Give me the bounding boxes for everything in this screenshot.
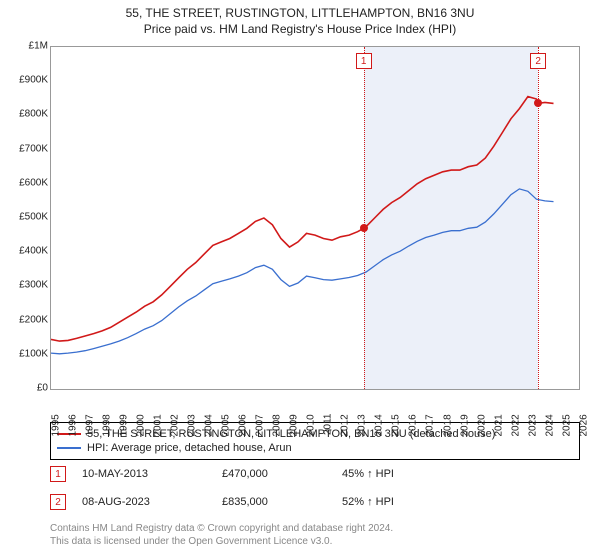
x-tick-label: 2005	[220, 414, 231, 436]
sale-price: £470,000	[222, 468, 342, 480]
x-tick-label: 2006	[237, 414, 248, 436]
x-tick-label: 2026	[578, 414, 589, 436]
y-tick-label: £0	[4, 383, 48, 394]
x-tick-label: 2002	[169, 414, 180, 436]
marker-line	[538, 47, 539, 389]
x-tick-label: 2009	[288, 414, 299, 436]
footer-line1: Contains HM Land Registry data © Crown c…	[50, 522, 393, 535]
x-tick-label: 2007	[254, 414, 265, 436]
sale-row: 1 10-MAY-2013 £470,000 45% ↑ HPI	[50, 466, 580, 482]
chart-container: 55, THE STREET, RUSTINGTON, LITTLEHAMPTO…	[0, 0, 600, 560]
y-tick-label: £700K	[4, 143, 48, 154]
x-tick-label: 2011	[323, 414, 334, 436]
y-tick-label: £400K	[4, 246, 48, 257]
x-tick-label: 2013	[357, 414, 368, 436]
x-tick-label: 2008	[271, 414, 282, 436]
x-tick-label: 1996	[67, 414, 78, 436]
x-tick-label: 1999	[118, 414, 129, 436]
x-tick-label: 2012	[340, 414, 351, 436]
sale-price: £835,000	[222, 496, 342, 508]
marker-line	[364, 47, 365, 389]
x-tick-label: 2016	[408, 414, 419, 436]
x-tick-label: 1998	[101, 414, 112, 436]
plot-area: 12	[50, 46, 580, 390]
sale-date: 10-MAY-2013	[82, 468, 222, 480]
sale-pct: 45% ↑ HPI	[342, 468, 442, 480]
sale-badge: 1	[50, 466, 66, 482]
x-tick-label: 2020	[476, 414, 487, 436]
x-tick-label: 2010	[305, 414, 316, 436]
legend-swatch	[57, 447, 81, 449]
series-property	[51, 97, 554, 342]
marker-dot	[360, 224, 368, 232]
x-tick-label: 2017	[425, 414, 436, 436]
y-tick-label: £1M	[4, 41, 48, 52]
series-hpi	[51, 189, 554, 354]
legend-item: HPI: Average price, detached house, Arun	[57, 441, 573, 455]
chart-title-line2: Price paid vs. HM Land Registry's House …	[0, 22, 600, 36]
y-tick-label: £100K	[4, 348, 48, 359]
sale-date: 08-AUG-2023	[82, 496, 222, 508]
title-block: 55, THE STREET, RUSTINGTON, LITTLEHAMPTO…	[0, 0, 600, 36]
x-tick-label: 2021	[493, 414, 504, 436]
sale-badge: 2	[50, 494, 66, 510]
x-tick-label: 2014	[374, 414, 385, 436]
chart-title-line1: 55, THE STREET, RUSTINGTON, LITTLEHAMPTO…	[0, 6, 600, 20]
marker-dot	[534, 99, 542, 107]
y-tick-label: £600K	[4, 177, 48, 188]
x-tick-label: 1995	[50, 414, 61, 436]
x-tick-label: 2025	[561, 414, 572, 436]
y-tick-label: £200K	[4, 314, 48, 325]
x-tick-label: 2023	[527, 414, 538, 436]
x-tick-label: 2004	[203, 414, 214, 436]
footer: Contains HM Land Registry data © Crown c…	[50, 522, 393, 548]
marker-badge: 1	[356, 53, 372, 69]
y-tick-label: £800K	[4, 109, 48, 120]
legend-label: HPI: Average price, detached house, Arun	[87, 442, 292, 454]
x-tick-label: 2022	[510, 414, 521, 436]
y-tick-label: £300K	[4, 280, 48, 291]
sale-pct: 52% ↑ HPI	[342, 496, 442, 508]
x-tick-label: 2001	[152, 414, 163, 436]
x-tick-label: 1997	[84, 414, 95, 436]
x-tick-label: 2024	[544, 414, 555, 436]
y-tick-label: £900K	[4, 75, 48, 86]
y-tick-label: £500K	[4, 212, 48, 223]
sale-row: 2 08-AUG-2023 £835,000 52% ↑ HPI	[50, 494, 580, 510]
plot-svg	[51, 47, 579, 389]
x-tick-label: 2003	[186, 414, 197, 436]
x-tick-label: 2019	[459, 414, 470, 436]
x-tick-label: 2000	[135, 414, 146, 436]
x-tick-label: 2018	[442, 414, 453, 436]
marker-badge: 2	[530, 53, 546, 69]
footer-line2: This data is licensed under the Open Gov…	[50, 535, 393, 548]
x-tick-label: 2015	[391, 414, 402, 436]
